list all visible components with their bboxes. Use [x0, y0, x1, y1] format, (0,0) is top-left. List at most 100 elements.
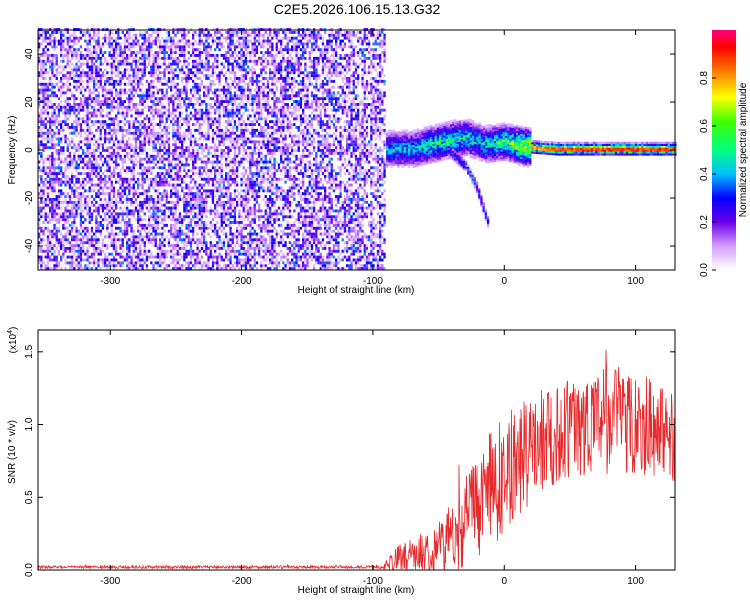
noise-cell	[165, 149, 168, 152]
noise-cell	[194, 151, 197, 155]
noise-cell	[181, 123, 184, 126]
noise-cell	[244, 264, 248, 268]
noise-cell	[137, 180, 140, 184]
noise-cell	[86, 226, 89, 230]
noise-cell	[42, 123, 45, 126]
noise-cell	[115, 114, 118, 118]
noise-cell	[95, 249, 98, 253]
noise-cell	[233, 235, 237, 239]
noise-cell	[115, 215, 118, 219]
noise-cell	[51, 203, 54, 207]
noise-cell	[214, 149, 217, 152]
noise-cell	[139, 149, 142, 152]
noise-cell	[42, 77, 45, 80]
noise-cell	[86, 126, 89, 129]
noise-cell	[62, 33, 65, 37]
noise-cell	[46, 264, 50, 268]
noise-cell	[44, 267, 47, 270]
noise-cell	[101, 100, 105, 103]
noise-cell	[161, 160, 164, 164]
noise-cell	[46, 226, 50, 230]
noise-cell	[86, 195, 89, 198]
noise-cell	[132, 247, 135, 250]
noise-cell	[49, 160, 52, 164]
noise-cell	[231, 39, 234, 43]
noise-cell	[40, 258, 43, 262]
noise-cell	[51, 154, 54, 158]
noise-cell	[220, 203, 223, 207]
noise-cell	[244, 143, 248, 147]
noise-cell	[233, 244, 237, 247]
noise-cell	[86, 111, 89, 115]
noise-cell	[119, 54, 122, 57]
noise-cell	[57, 163, 61, 167]
noise-cell	[86, 200, 89, 204]
noise-cell	[51, 105, 54, 109]
noise-cell	[62, 160, 65, 164]
noise-cell	[205, 108, 208, 112]
noise-cell	[101, 51, 105, 54]
noise-cell	[40, 120, 43, 124]
noise-cell	[231, 146, 234, 150]
noise-cell	[64, 232, 67, 236]
noise-cell	[161, 56, 164, 60]
noise-cell	[174, 200, 177, 204]
noise-cell	[46, 241, 50, 245]
noise-cell	[233, 267, 237, 270]
noise-cell	[198, 175, 201, 178]
noise-cell	[181, 163, 184, 167]
noise-cell	[207, 51, 210, 54]
noise-cell	[150, 48, 153, 52]
noise-cell	[82, 62, 85, 66]
noise-cell	[49, 163, 52, 167]
noise-cell	[134, 65, 138, 69]
noise-cell	[44, 131, 47, 135]
noise-cell	[154, 59, 157, 63]
noise-cell	[211, 267, 215, 270]
noise-cell	[49, 79, 52, 83]
noise-cell	[79, 100, 83, 103]
noise-cell	[178, 137, 182, 141]
noise-cell	[79, 252, 83, 256]
noise-cell	[189, 209, 193, 213]
noise-cell	[51, 229, 54, 233]
noise-cell	[172, 177, 175, 181]
noise-cell	[73, 103, 76, 106]
noise-cell	[174, 123, 177, 126]
noise-cell	[117, 111, 120, 115]
noise-cell	[141, 77, 144, 80]
noise-cell	[211, 177, 215, 181]
noise-cell	[71, 126, 74, 129]
noise-cell	[205, 39, 208, 43]
noise-cell	[42, 100, 45, 103]
noise-cell	[60, 123, 63, 126]
noise-cell	[192, 177, 195, 181]
noise-cell	[75, 42, 78, 46]
noise-cell	[126, 36, 129, 40]
noise-cell	[187, 154, 190, 158]
noise-cell	[95, 235, 98, 239]
noise-cell	[185, 244, 188, 247]
noise-cell	[49, 120, 52, 124]
noise-cell	[152, 143, 155, 147]
noise-cell	[192, 33, 195, 37]
noise-cell	[64, 267, 67, 270]
noise-cell	[229, 206, 232, 210]
noise-cell	[225, 97, 228, 101]
noise-cell	[225, 163, 228, 167]
noise-cell	[134, 137, 138, 141]
noise-cell	[156, 195, 160, 198]
noise-cell	[227, 172, 230, 175]
noise-cell	[181, 221, 184, 224]
noise-cell	[128, 180, 131, 184]
noise-cell	[238, 258, 241, 262]
noise-cell	[170, 71, 173, 75]
noise-cell	[143, 149, 146, 152]
noise-cell	[192, 31, 195, 34]
noise-cell	[240, 134, 243, 138]
noise-cell	[203, 62, 206, 66]
noise-cell	[189, 117, 193, 121]
noise-cell	[60, 146, 63, 150]
noise-cell	[75, 195, 78, 198]
noise-cell	[139, 215, 142, 219]
